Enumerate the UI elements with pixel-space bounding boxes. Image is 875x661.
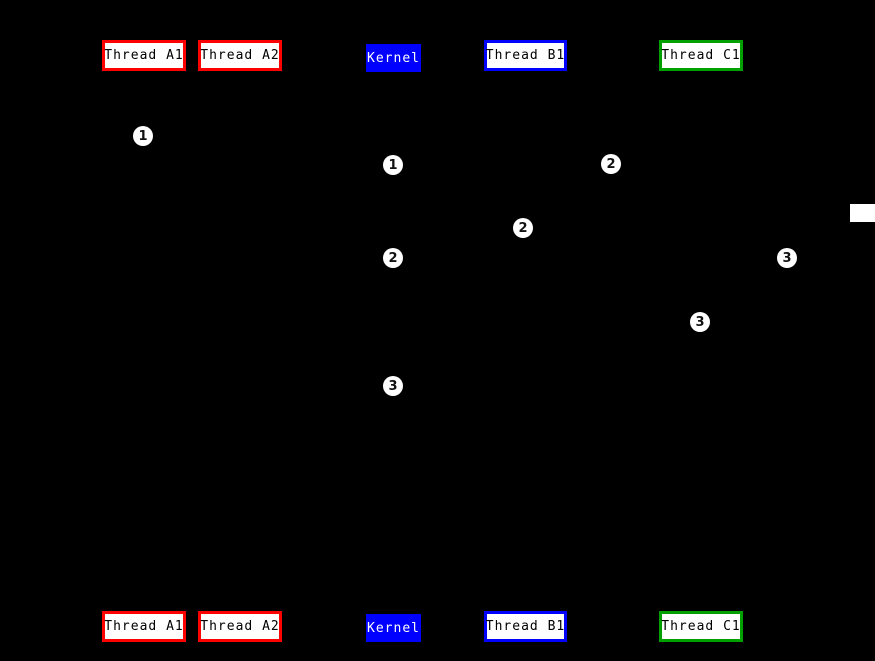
participant-label: Thread B1 xyxy=(485,48,566,63)
participant-label: Thread A1 xyxy=(104,48,184,63)
participant-box-thread-a2-bottom: Thread A2 xyxy=(198,611,282,642)
participant-label: Thread C1 xyxy=(661,619,741,634)
sequence-number-badge-1: 1 xyxy=(383,155,403,175)
clipped-white-fragment xyxy=(850,204,875,222)
participant-box-thread-a1-bottom: Thread A1 xyxy=(102,611,186,642)
participant-label: Thread B1 xyxy=(485,619,566,634)
sequence-number-badge-1: 1 xyxy=(133,126,153,146)
participant-box-thread-c1-bottom: Thread C1 xyxy=(659,611,743,642)
participant-box-thread-b1-top: Thread B1 xyxy=(484,40,567,71)
participant-box-thread-b1-bottom: Thread B1 xyxy=(484,611,567,642)
sequence-number-badge-3: 3 xyxy=(383,376,403,396)
participant-label: Thread A2 xyxy=(200,619,280,634)
participant-box-thread-a1-top: Thread A1 xyxy=(102,40,186,71)
sequence-number-badge-2: 2 xyxy=(601,154,621,174)
participant-label: Thread A1 xyxy=(104,619,184,634)
participant-box-kernel-top: Kernel xyxy=(366,44,421,72)
sequence-number-badge-3: 3 xyxy=(777,248,797,268)
participant-label: Thread C1 xyxy=(661,48,741,63)
participant-box-thread-a2-top: Thread A2 xyxy=(198,40,282,71)
sequence-number-badge-3: 3 xyxy=(690,312,710,332)
sequence-number-badge-2: 2 xyxy=(513,218,533,238)
participant-box-kernel-bottom: Kernel xyxy=(366,614,421,642)
participant-box-thread-c1-top: Thread C1 xyxy=(659,40,743,71)
participant-label: Thread A2 xyxy=(200,48,280,63)
participant-label: Kernel xyxy=(367,50,420,66)
sequence-number-badge-2: 2 xyxy=(383,248,403,268)
participant-label: Kernel xyxy=(367,620,420,636)
